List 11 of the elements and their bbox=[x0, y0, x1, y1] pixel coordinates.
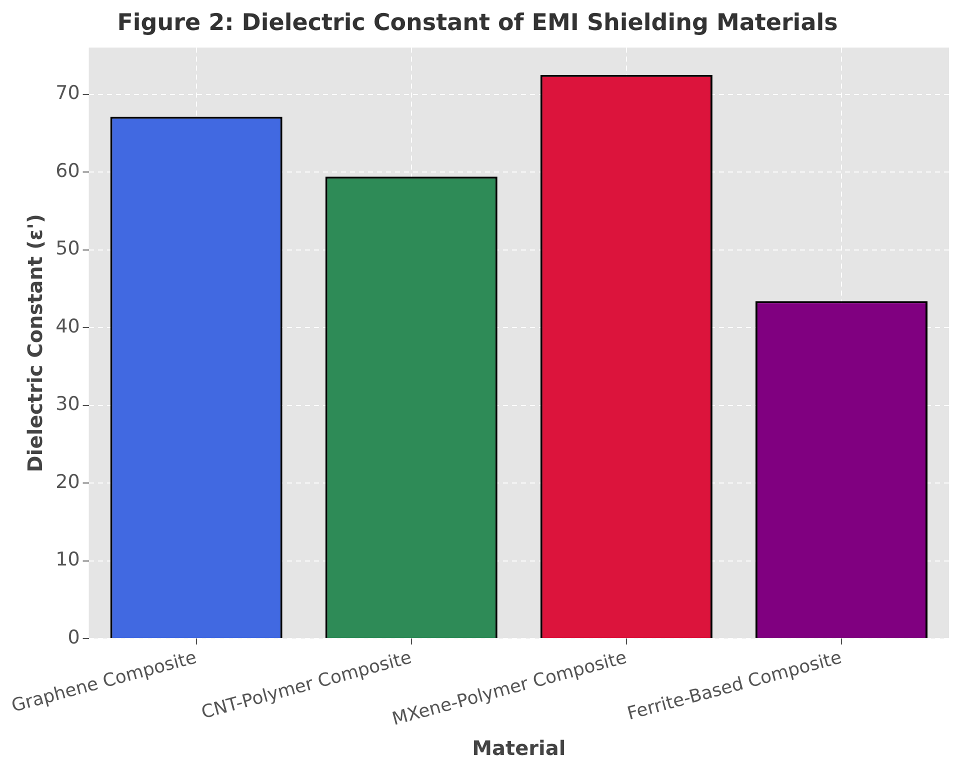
y-tick-label: 60 bbox=[56, 160, 80, 182]
y-tick-label: 70 bbox=[56, 82, 80, 104]
y-tick-label: 20 bbox=[56, 470, 80, 493]
y-tick-label: 0 bbox=[68, 626, 80, 648]
y-axis-title: Dielectric Constant (ε') bbox=[22, 214, 47, 472]
y-tick-label: 10 bbox=[56, 548, 80, 571]
y-tick-label: 30 bbox=[56, 393, 80, 416]
chart-title: Figure 2: Dielectric Constant of EMI Shielding Materials bbox=[117, 10, 838, 36]
y-tick-label: 40 bbox=[56, 315, 80, 338]
y-tick-label: 50 bbox=[56, 238, 80, 260]
x-axis-title: Material bbox=[472, 736, 566, 760]
